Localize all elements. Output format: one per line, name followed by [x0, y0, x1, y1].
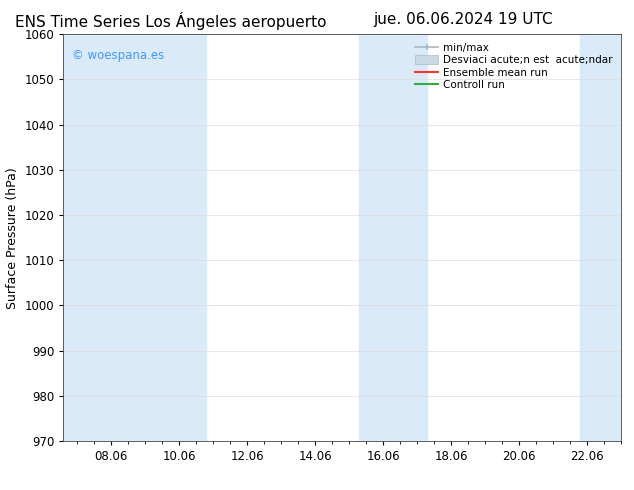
Legend: min/max, Desviaci acute;n est  acute;ndar, Ensemble mean run, Controll run: min/max, Desviaci acute;n est acute;ndar…: [412, 40, 616, 94]
Bar: [581, 34, 621, 441]
Text: © woespana.es: © woespana.es: [72, 49, 164, 62]
Bar: [400, 34, 427, 441]
Text: ENS Time Series Los Ángeles aeropuerto: ENS Time Series Los Ángeles aeropuerto: [15, 12, 327, 30]
Y-axis label: Surface Pressure (hPa): Surface Pressure (hPa): [6, 167, 19, 309]
Bar: [63, 34, 155, 441]
Text: jue. 06.06.2024 19 UTC: jue. 06.06.2024 19 UTC: [373, 12, 553, 27]
Bar: [359, 34, 400, 441]
Bar: [155, 34, 206, 441]
